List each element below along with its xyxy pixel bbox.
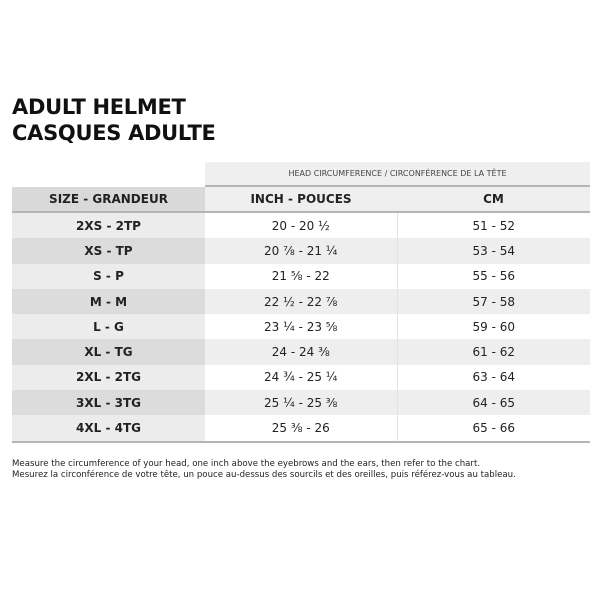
size-cell: XL - TG [12,339,205,365]
size-cell: S - P [12,263,205,289]
measurement-note: Measure the circumference of your head, … [12,459,516,481]
cm-cell: 53 - 54 [397,238,590,264]
title-english: ADULT HELMET [12,95,186,119]
table-row: 2XL - 2TG 24 ¾ - 25 ¼ 63 - 64 [12,364,590,391]
size-table: SIZE - GRANDEUR INCH - POUCES CM 2XS - 2… [12,187,590,443]
note-french: Mesurez la circonférence de votre tête, … [12,470,516,480]
title-french: CASQUES ADULTE [12,121,216,145]
column-header-cm: CM [397,187,590,213]
cm-cell: 61 - 62 [397,339,590,365]
inch-cell: 20 - 20 ½ [205,212,398,239]
cm-cell: 64 - 65 [397,390,590,416]
inch-cell: 21 ⅝ - 22 [205,263,398,289]
cm-cell: 57 - 58 [397,288,590,315]
cm-cell: 55 - 56 [397,263,590,289]
cm-cell: 65 - 66 [397,415,590,443]
column-header-inch: INCH - POUCES [205,187,397,213]
cm-cell: 59 - 60 [397,314,590,340]
size-cell: 2XS - 2TP [12,212,205,239]
cm-cell: 63 - 64 [397,364,590,391]
table-row: 2XS - 2TP 20 - 20 ½ 51 - 52 [12,212,590,239]
size-cell: 3XL - 3TG [12,390,205,416]
inch-cell: 25 ¼ - 25 ⅜ [205,390,398,416]
table-row: L - G 23 ¼ - 23 ⅝ 59 - 60 [12,314,590,340]
table-row: 3XL - 3TG 25 ¼ - 25 ⅜ 64 - 65 [12,390,590,416]
size-cell: L - G [12,314,205,340]
cm-cell: 51 - 52 [397,212,590,239]
column-header-size: SIZE - GRANDEUR [12,187,205,213]
size-cell: 4XL - 4TG [12,415,205,443]
table-row: S - P 21 ⅝ - 22 55 - 56 [12,263,590,289]
inch-cell: 23 ¼ - 23 ⅝ [205,314,398,340]
note-english: Measure the circumference of your head, … [12,459,481,469]
table-row: XL - TG 24 - 24 ⅜ 61 - 62 [12,339,590,365]
inch-cell: 20 ⅞ - 21 ¼ [205,238,398,264]
table-row: M - M 22 ½ - 22 ⅞ 57 - 58 [12,288,590,315]
size-cell: M - M [12,288,205,315]
inch-cell: 24 - 24 ⅜ [205,339,398,365]
table-row: 4XL - 4TG 25 ⅜ - 26 65 - 66 [12,415,590,443]
page-title: ADULT HELMET CASQUES ADULTE [12,94,216,146]
table-row: XS - TP 20 ⅞ - 21 ¼ 53 - 54 [12,238,590,264]
inch-cell: 22 ½ - 22 ⅞ [205,288,398,315]
inch-cell: 25 ⅜ - 26 [205,415,398,443]
header-row: SIZE - GRANDEUR INCH - POUCES CM [12,187,590,213]
inch-cell: 24 ¾ - 25 ¼ [205,364,398,391]
size-cell: XS - TP [12,238,205,264]
head-circumference-header: HEAD CIRCUMFERENCE / CIRCONFÉRENCE DE LA… [205,162,590,187]
size-cell: 2XL - 2TG [12,364,205,391]
